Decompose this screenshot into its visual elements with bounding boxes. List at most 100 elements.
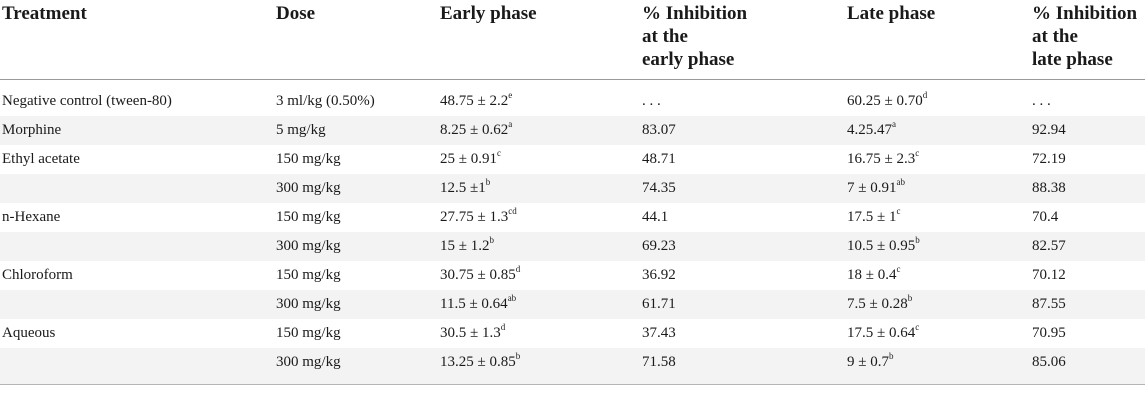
cell-inhibition-late: 70.4 [1032,203,1145,232]
header-treatment: Treatment [0,0,276,80]
cell-dose-value: 300 mg/kg [276,296,341,312]
header-inhibition-late-text: % Inhibition at the late phase [1032,3,1138,70]
cell-late-phase-value: 17.5 ± 0.64 [847,325,916,341]
cell-inhibition-early: 37.43 [642,319,847,348]
cell-inhibition-late: 92.94 [1032,116,1145,145]
cell-late-phase-value: 7.5 ± 0.28 [847,296,908,312]
cell-inhibition-early-value: 61.71 [642,296,676,312]
cell-inhibition-early: 69.23 [642,232,847,261]
cell-treatment: n-Hexane [0,203,276,232]
table-body: Negative control (tween-80) 3 ml/kg (0.50… [0,80,1145,385]
cell-early-phase-value: 8.25 ± 0.62 [440,122,509,138]
header-row: Treatment Dose Early phase % Inhibition … [0,0,1145,80]
cell-dose-value: 150 mg/kg [276,151,341,167]
cell-late-phase-superscript: d [922,90,928,100]
cell-treatment-value: Chloroform [2,267,73,283]
cell-early-phase: 30.5 ± 1.3d [440,319,642,348]
cell-early-phase: 12.5 ±1b [440,174,642,203]
cell-late-phase-value: 10.5 ± 0.95 [847,238,916,254]
cell-early-phase: 48.75 ± 2.2e [440,80,642,117]
cell-inhibition-early-value: 48.71 [642,151,676,167]
header-early-phase: Early phase [440,0,642,80]
cell-dose: 300 mg/kg [276,290,440,319]
cell-late-phase: 7.5 ± 0.28b [847,290,1032,319]
cell-dose: 150 mg/kg [276,203,440,232]
cell-early-phase: 30.75 ± 0.85d [440,261,642,290]
cell-early-phase-superscript: e [508,90,513,100]
cell-inhibition-early-value: 36.92 [642,267,676,283]
cell-treatment [0,290,276,319]
cell-inhibition-late-value: 72.19 [1032,151,1066,167]
cell-late-phase: 4.25.47a [847,116,1032,145]
cell-inhibition-late-value: 85.06 [1032,354,1066,370]
cell-dose-value: 150 mg/kg [276,267,341,283]
cell-early-phase-superscript: d [500,322,506,332]
cell-dose-value: 300 mg/kg [276,180,341,196]
cell-dose-value: 150 mg/kg [276,209,341,225]
header-inhibition-late: % Inhibition at the late phase [1032,0,1145,80]
results-table: Treatment Dose Early phase % Inhibition … [0,0,1145,385]
cell-early-phase-value: 15 ± 1.2 [440,238,490,254]
cell-early-phase-superscript: c [496,148,501,158]
cell-treatment: Negative control (tween-80) [0,80,276,117]
cell-late-phase: 7 ± 0.91ab [847,174,1032,203]
cell-late-phase-value: 9 ± 0.7 [847,354,889,370]
cell-treatment-value: Negative control (tween-80) [2,93,172,109]
cell-early-phase-superscript: d [515,264,521,274]
cell-inhibition-early-value: 69.23 [642,238,676,254]
cell-inhibition-early: 44.1 [642,203,847,232]
cell-inhibition-early: 36.92 [642,261,847,290]
cell-treatment-value: Morphine [2,122,62,138]
cell-dose-value: 150 mg/kg [276,325,341,341]
cell-early-phase: 15 ± 1.2b [440,232,642,261]
cell-early-phase-superscript: a [508,119,513,129]
cell-late-phase-value: 16.75 ± 2.3 [847,151,916,167]
cell-dose: 150 mg/kg [276,261,440,290]
cell-inhibition-late: 70.12 [1032,261,1145,290]
table-row: Aqueous 150 mg/kg 30.5 ± 1.3d 37.43 17.5 ± 0… [0,319,1145,348]
cell-dose-value: 300 mg/kg [276,238,341,254]
cell-early-phase: 11.5 ± 0.64ab [440,290,642,319]
cell-inhibition-late-value: 70.95 [1032,325,1066,341]
cell-late-phase: 17.5 ± 0.64c [847,319,1032,348]
cell-late-phase-value: 4.25.47 [847,122,892,138]
header-late-phase: Late phase [847,0,1032,80]
cell-inhibition-early-value: 83.07 [642,122,676,138]
table-row: Morphine 5 mg/kg 8.25 ± 0.62a 83.07 4.25.47a… [0,116,1145,145]
cell-early-phase-value: 48.75 ± 2.2 [440,93,509,109]
cell-early-phase-value: 11.5 ± 0.64 [440,296,508,312]
cell-inhibition-early: 74.35 [642,174,847,203]
cell-late-phase-superscript: b [915,235,920,245]
cell-late-phase: 9 ± 0.7b [847,348,1032,385]
cell-inhibition-late: . . . [1032,80,1145,117]
cell-inhibition-early-value: 71.58 [642,354,676,370]
cell-inhibition-late: 85.06 [1032,348,1145,385]
cell-dose-value: 300 mg/kg [276,354,341,370]
cell-inhibition-early-value: 74.35 [642,180,676,196]
cell-dose: 300 mg/kg [276,232,440,261]
cell-treatment [0,232,276,261]
cell-treatment-value: Aqueous [2,325,56,341]
cell-treatment: Morphine [0,116,276,145]
cell-treatment [0,348,276,385]
table-row: n-Hexane 150 mg/kg 27.75 ± 1.3cd 44.1 17.5 ±… [0,203,1145,232]
cell-inhibition-early: . . . [642,80,847,117]
table-header: Treatment Dose Early phase % Inhibition … [0,0,1145,80]
cell-late-phase-value: 18 ± 0.4 [847,267,897,283]
cell-inhibition-late: 87.55 [1032,290,1145,319]
cell-inhibition-late: 88.38 [1032,174,1145,203]
table-row: Ethyl acetate 150 mg/kg 25 ± 0.91c 48.71 16.… [0,145,1145,174]
header-early-phase-text: Early phase [440,3,537,24]
cell-late-phase: 18 ± 0.4c [847,261,1032,290]
cell-inhibition-late-value: 87.55 [1032,296,1066,312]
cell-late-phase-value: 7 ± 0.91 [847,180,897,196]
cell-inhibition-early: 48.71 [642,145,847,174]
cell-early-phase-value: 30.75 ± 0.85 [440,267,516,283]
cell-late-phase-superscript: c [896,206,901,216]
cell-inhibition-late-value: 70.12 [1032,267,1066,283]
table-row: 300 mg/kg 15 ± 1.2b 69.23 10.5 ± 0.95b 82.57 [0,232,1145,261]
cell-dose: 3 ml/kg (0.50%) [276,80,440,117]
cell-early-phase: 8.25 ± 0.62a [440,116,642,145]
cell-treatment: Ethyl acetate [0,145,276,174]
cell-late-phase: 10.5 ± 0.95b [847,232,1032,261]
